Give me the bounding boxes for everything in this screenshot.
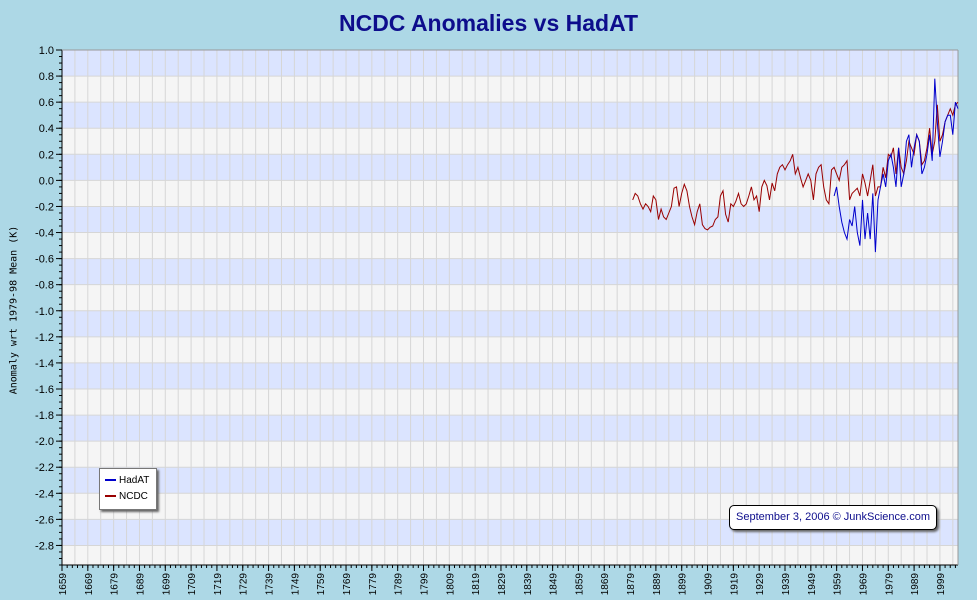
x-tick-label: 1839 [523,573,534,596]
grid-band [62,50,958,77]
x-tick-label: 1969 [858,573,869,596]
grid-band [62,310,958,337]
grid-band [62,441,958,468]
grid-band [62,545,958,565]
y-tick-label: 1.0 [39,45,54,57]
x-tick-label: 1669 [84,573,95,596]
x-tick-label: 1989 [910,573,921,596]
y-tick-label: 0.8 [39,71,54,83]
x-tick-label: 1789 [394,573,405,596]
x-tick-label: 1819 [471,573,482,596]
grid-band [62,467,958,494]
y-tick-label: 0.2 [39,149,54,161]
x-tick-label: 1909 [704,573,715,596]
grid-band [62,76,958,103]
y-tick-label: 0.0 [39,175,54,187]
legend: HadAT NCDC [99,468,157,510]
x-tick-label: 1769 [342,573,353,596]
credit-annotation: September 3, 2006 © JunkScience.com [729,505,937,530]
x-tick-label: 1899 [678,573,689,596]
grid-band [62,128,958,155]
x-tick-label: 1959 [833,573,844,596]
y-tick-label: 0.4 [39,123,54,135]
y-tick-label: -1.8 [35,410,54,422]
chart-title: NCDC Anomalies vs HadAT [338,10,639,36]
x-tick-label: 1749 [290,573,301,596]
x-tick-label: 1739 [265,573,276,596]
x-tick-label: 1939 [781,573,792,596]
x-tick-label: 1719 [213,573,224,596]
y-tick-label: -2.2 [35,462,54,474]
grid-band [62,258,958,285]
grid-band [62,284,958,311]
grid-band [62,388,958,416]
x-tick-label: 1779 [368,573,379,596]
grid-band [62,336,958,363]
x-tick-label: 1729 [239,573,250,596]
x-tick-label: 1759 [316,573,327,596]
x-tick-label: 1709 [187,573,198,596]
y-tick-label: -0.6 [35,254,54,266]
legend-label-hadat: HadAT [119,475,150,486]
x-tick-label: 1949 [807,573,818,596]
y-tick-label: -2.0 [35,436,54,448]
legend-swatch-hadat [105,479,116,482]
x-tick-label: 1659 [58,573,69,596]
grid-band [62,102,958,129]
x-tick-label: 1979 [884,573,895,596]
x-tick-label: 1679 [110,573,121,596]
y-tick-label: -1.6 [35,384,54,396]
y-tick-label: -2.6 [35,514,54,526]
grid-band [62,232,958,259]
legend-item-hadat: HadAT [105,474,149,488]
x-tick-label: 1889 [652,573,663,596]
x-tick-label: 1829 [497,573,508,596]
y-tick-label: -1.4 [35,358,54,370]
x-tick-label: 1799 [419,573,430,596]
y-tick-label: -1.0 [35,306,54,318]
y-tick-label: -0.4 [35,228,54,240]
legend-item-ncdc: NCDC [105,490,148,504]
grid-band [62,362,958,389]
grid-band [62,415,958,442]
grid-band [62,206,958,233]
series-line-hadat [833,78,959,253]
y-tick-label: -2.4 [35,488,54,500]
y-axis-label: Anomaly wrt 1979-98 Mean (K) [8,225,20,395]
x-tick-label: 1849 [549,573,560,596]
y-tick-label: -0.2 [35,201,54,213]
y-tick-label: -0.8 [35,280,54,292]
x-tick-label: 1809 [445,573,456,596]
y-tick-label: -2.8 [35,540,54,552]
y-tick-label: 0.6 [39,97,54,109]
grid-band [62,180,958,207]
x-tick-label: 1699 [161,573,172,596]
x-tick-label: 1919 [729,573,740,596]
x-tick-label: 1879 [626,573,637,596]
legend-label-ncdc: NCDC [119,491,148,502]
x-tick-label: 1689 [135,573,146,596]
x-tick-label: 1929 [755,573,766,596]
y-tick-label: -1.2 [35,332,54,344]
x-tick-label: 1999 [936,573,947,596]
legend-swatch-ncdc [105,495,116,498]
x-tick-label: 1859 [574,573,585,596]
x-tick-label: 1869 [600,573,611,596]
